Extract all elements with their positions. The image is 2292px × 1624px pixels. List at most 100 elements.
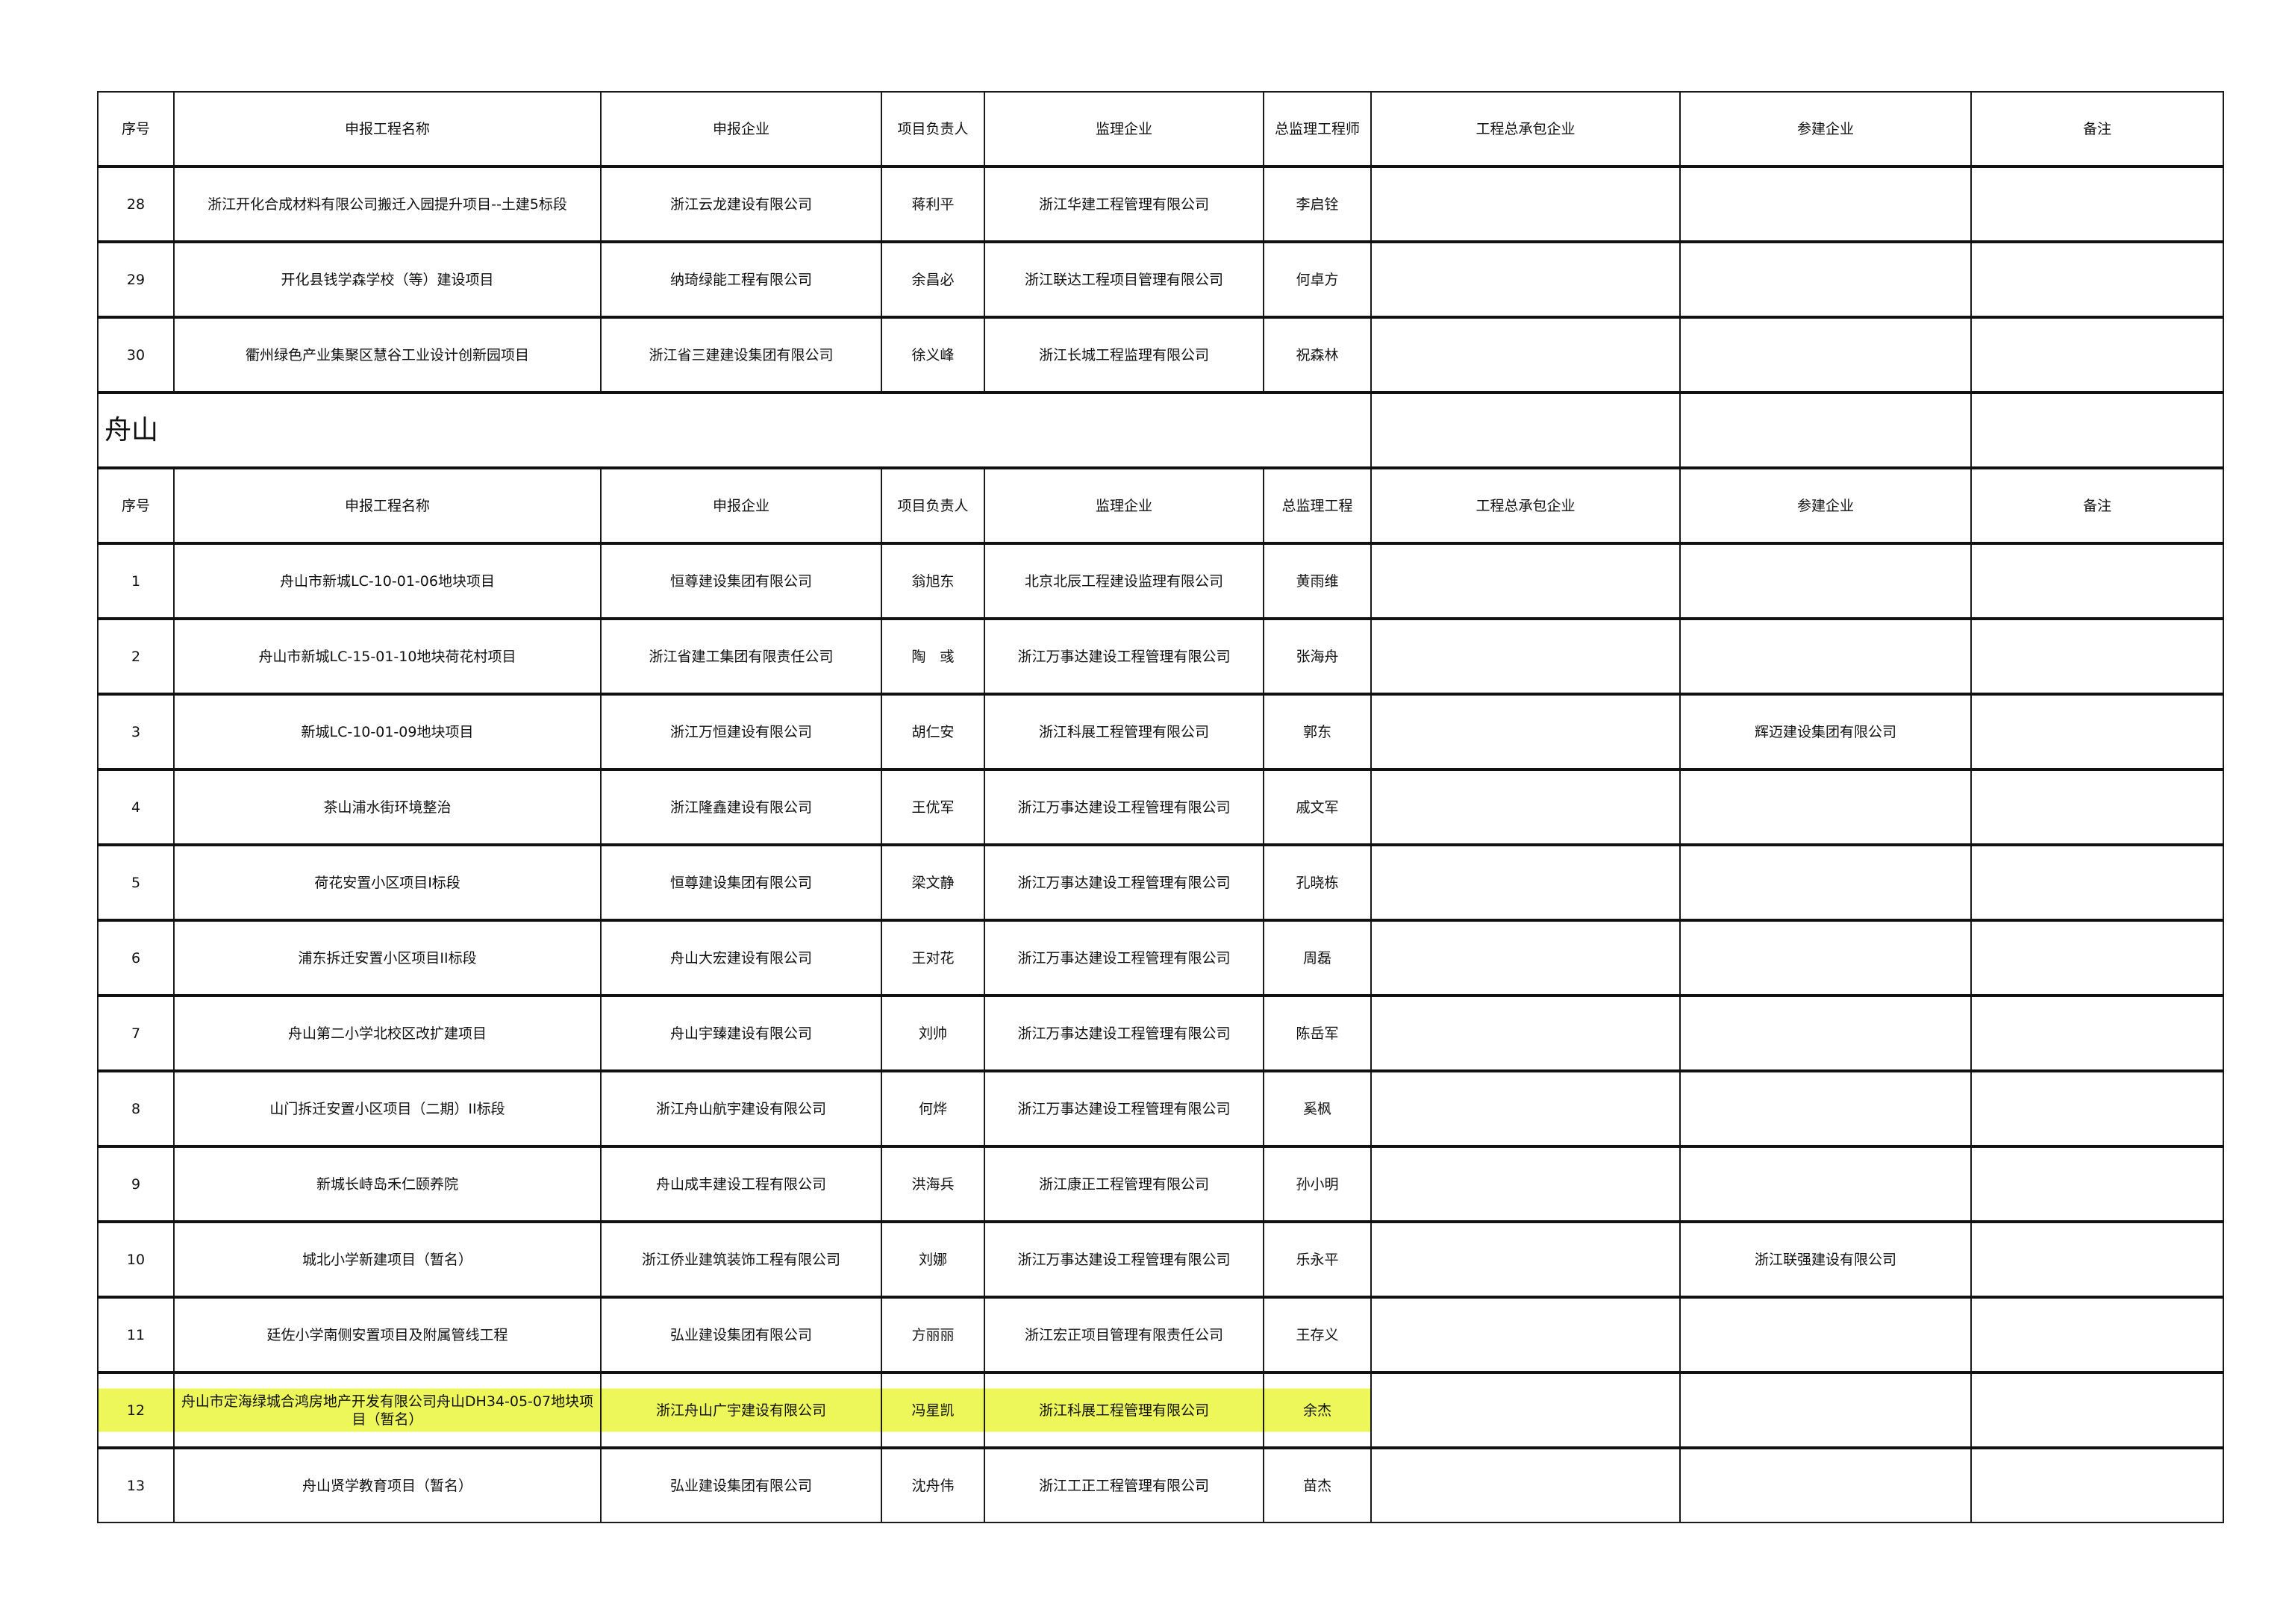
participant-cell: 参建企业	[1679, 91, 1972, 167]
epc-contractor-cell	[1370, 693, 1681, 770]
table-row: 9 新城长峙岛禾仁颐养院 舟山成丰建设工程有限公司 洪海兵 浙江康正工程管理有限公司 孙小…	[97, 1145, 2224, 1222]
remark-cell	[1970, 617, 2224, 695]
supervisor-cell: 浙江华建工程管理有限公司	[984, 165, 1264, 243]
table-row: 5 荷花安置小区项目I标段 恒尊建设集团有限公司 梁文静 浙江万事达建设工程管理有限公司…	[97, 843, 2224, 921]
participant-cell	[1679, 1296, 1972, 1373]
chief-engineer-cell: 黄雨维	[1263, 542, 1372, 619]
epc-contractor-cell	[1370, 994, 1681, 1072]
epc-contractor-cell	[1370, 1371, 1681, 1449]
remark-cell	[1970, 1446, 2224, 1523]
project-manager-cell: 余昌必	[881, 240, 985, 318]
epc-contractor-cell	[1370, 843, 1681, 921]
applicant-cell: 浙江云龙建设有限公司	[600, 165, 882, 243]
table-row: 4 茶山浦水街环境整治 浙江隆鑫建设有限公司 王优军 浙江万事达建设工程管理有限公司 戚文…	[97, 768, 2224, 846]
table-row: 30 衢州绿色产业集聚区慧谷工业设计创新园项目 浙江省三建建设集团有限公司 徐义峰 浙江…	[97, 316, 2224, 393]
remark-cell	[1970, 542, 2224, 619]
chief-engineer-cell: 孔晓栋	[1263, 843, 1372, 921]
participant-cell	[1679, 919, 1972, 996]
project-name-cell: 舟山贤学教育项目（暂名）	[173, 1446, 602, 1523]
epc-contractor-cell	[1370, 1069, 1681, 1147]
project-manager-cell: 胡仁安	[881, 693, 985, 770]
supervisor-cell: 浙江长城工程监理有限公司	[984, 316, 1264, 393]
supervisor-cell: 监理企业	[984, 466, 1264, 544]
supervisor-cell: 浙江万事达建设工程管理有限公司	[984, 919, 1264, 996]
project-name-cell: 新城LC-10-01-09地块项目	[173, 693, 602, 770]
supervisor-cell: 浙江万事达建设工程管理有限公司	[984, 843, 1264, 921]
project-manager-cell: 刘帅	[881, 994, 985, 1072]
remark-cell: 备注	[1970, 91, 2224, 167]
project-name-cell: 衢州绿色产业集聚区慧谷工业设计创新园项目	[173, 316, 602, 393]
participant-cell	[1679, 617, 1972, 695]
chief-engineer-cell: 奚枫	[1263, 1069, 1372, 1147]
project-manager-cell: 刘娜	[881, 1220, 985, 1298]
seq-cell: 8	[97, 1069, 175, 1147]
seq-cell: 28	[97, 165, 175, 243]
chief-engineer-cell: 李启铨	[1263, 165, 1372, 243]
chief-engineer-cell: 乐永平	[1263, 1220, 1372, 1298]
applicant-cell: 浙江省建工集团有限责任公司	[600, 617, 882, 695]
project-manager-cell: 王优军	[881, 768, 985, 846]
epc-contractor-cell	[1370, 240, 1681, 318]
chief-engineer-cell: 周磊	[1263, 919, 1372, 996]
seq-cell: 13	[97, 1446, 175, 1523]
project-manager-cell: 洪海兵	[881, 1145, 985, 1222]
chief-engineer-cell: 郭东	[1263, 693, 1372, 770]
table-row: 6 浦东拆迁安置小区项目II标段 舟山大宏建设有限公司 王对花 浙江万事达建设工程管理有…	[97, 919, 2224, 996]
project-name-cell: 荷花安置小区项目I标段	[173, 843, 602, 921]
project-manager-cell: 徐义峰	[881, 316, 985, 393]
chief-engineer-cell: 戚文军	[1263, 768, 1372, 846]
project-manager-cell: 蒋利平	[881, 165, 985, 243]
seq-cell: 序号	[97, 466, 175, 544]
epc-contractor-cell	[1370, 919, 1681, 996]
applicant-cell: 浙江省三建建设集团有限公司	[600, 316, 882, 393]
seq-cell: 9	[97, 1145, 175, 1222]
table-row: 12 舟山市定海绿城合鸿房地产开发有限公司舟山DH34-05-07地块项目（暂名）…	[97, 1371, 2224, 1449]
supervisor-cell: 浙江万事达建设工程管理有限公司	[984, 994, 1264, 1072]
epc-contractor-cell	[1370, 1220, 1681, 1298]
participant-cell	[1679, 1371, 1972, 1449]
participant-cell	[1679, 768, 1972, 846]
applicant-cell: 弘业建设集团有限公司	[600, 1446, 882, 1523]
applicant-cell: 纳琦绿能工程有限公司	[600, 240, 882, 318]
chief-engineer-cell: 祝森林	[1263, 316, 1372, 393]
epc-contractor-cell	[1370, 1145, 1681, 1222]
supervisor-cell: 浙江康正工程管理有限公司	[984, 1145, 1264, 1222]
table-row: 10 城北小学新建项目（暂名） 浙江侨业建筑装饰工程有限公司 刘娜 浙江万事达建设工程管…	[97, 1220, 2224, 1298]
participant-cell: 浙江联强建设有限公司	[1679, 1220, 1972, 1298]
seq-cell: 5	[97, 843, 175, 921]
epc-contractor-cell	[1370, 165, 1681, 243]
table-row: 11 廷佐小学南侧安置项目及附属管线工程 弘业建设集团有限公司 方丽丽 浙江宏正项目管理…	[97, 1296, 2224, 1373]
chief-engineer-cell: 陈岳军	[1263, 994, 1372, 1072]
remark-cell: 备注	[1970, 466, 2224, 544]
remark-cell	[1970, 768, 2224, 846]
participant-cell	[1679, 316, 1972, 393]
project-manager-cell: 梁文静	[881, 843, 985, 921]
seq-cell: 1	[97, 542, 175, 619]
epc-contractor-cell	[1370, 1296, 1681, 1373]
applicant-cell: 恒尊建设集团有限公司	[600, 542, 882, 619]
project-name-cell: 舟山市新城LC-10-01-06地块项目	[173, 542, 602, 619]
supervisor-cell: 浙江科展工程管理有限公司	[984, 1371, 1264, 1449]
empty-cell	[1679, 391, 1972, 469]
supervisor-cell: 浙江宏正项目管理有限责任公司	[984, 1296, 1264, 1373]
remark-cell	[1970, 1069, 2224, 1147]
chief-engineer-cell: 张海舟	[1263, 617, 1372, 695]
project-name-cell: 舟山市定海绿城合鸿房地产开发有限公司舟山DH34-05-07地块项目（暂名）	[173, 1371, 602, 1449]
project-name-cell: 浙江开化合成材料有限公司搬迁入园提升项目--土建5标段	[173, 165, 602, 243]
epc-contractor-cell	[1370, 542, 1681, 619]
remark-cell	[1970, 165, 2224, 243]
project-name-cell: 新城长峙岛禾仁颐养院	[173, 1145, 602, 1222]
applicant-cell: 申报企业	[600, 91, 882, 167]
chief-engineer-cell: 王存义	[1263, 1296, 1372, 1373]
project-table: 序号 申报工程名称 申报企业 项目负责人 监理企业 总监理工程师 工程总承包企业 参建企业 备注…	[97, 91, 2224, 1523]
supervisor-cell: 浙江工正工程管理有限公司	[984, 1446, 1264, 1523]
chief-engineer-cell: 孙小明	[1263, 1145, 1372, 1222]
table-row: 28 浙江开化合成材料有限公司搬迁入园提升项目--土建5标段 浙江云龙建设有限公司蒋…	[97, 165, 2224, 243]
table-row: 7 舟山第二小学北校区改扩建项目 舟山宇臻建设有限公司 刘帅 浙江万事达建设工程管理有限…	[97, 994, 2224, 1072]
epc-contractor-cell: 工程总承包企业	[1370, 91, 1681, 167]
header-row: 序号 申报工程名称 申报企业 项目负责人 监理企业 总监理工程师 工程总承包企业 参建企业 备注	[97, 91, 2224, 167]
chief-engineer-cell: 何卓方	[1263, 240, 1372, 318]
project-name-cell: 茶山浦水街环境整治	[173, 768, 602, 846]
table-row: 13 舟山贤学教育项目（暂名） 弘业建设集团有限公司 沈舟伟 浙江工正工程管理有限公司苗…	[97, 1446, 2224, 1523]
applicant-cell: 浙江隆鑫建设有限公司	[600, 768, 882, 846]
